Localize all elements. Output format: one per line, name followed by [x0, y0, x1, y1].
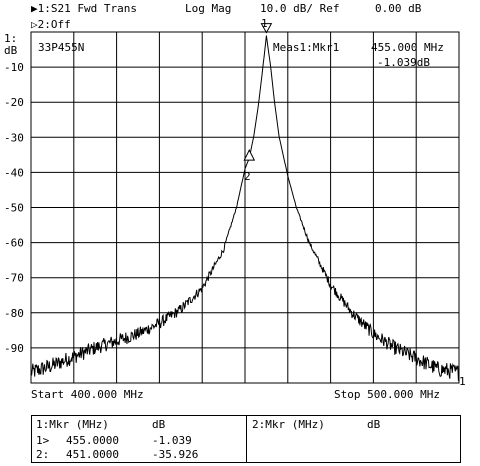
- meas-freq: 455.000 MHz: [371, 41, 444, 54]
- row1-db: -1.039: [152, 434, 192, 447]
- plot-area: -10 -20 -30 -40 -50 -60 -70 -80 -90: [4, 23, 460, 384]
- scale-label: 10.0 dB/ Ref: [260, 2, 340, 15]
- trace1-label[interactable]: ▶1:S21 Fwd Trans: [31, 2, 137, 15]
- start-label: Start 400.000 MHz: [31, 388, 144, 401]
- y-tick-label: -90: [4, 342, 24, 355]
- y-unit-top: 1:: [4, 32, 18, 45]
- y-tick-label: -30: [4, 131, 24, 144]
- marker-table: 1:Mkr (MHz) dB 2:Mkr (MHz) dB 1> 455.000…: [31, 415, 461, 463]
- row2-freq: 451.0000: [66, 448, 119, 461]
- y-tick-label: -40: [4, 166, 24, 179]
- trace-line: [30, 35, 460, 382]
- right-header-db: dB: [367, 418, 381, 431]
- row2-db: -35.926: [152, 448, 199, 461]
- y-tick-label: -50: [4, 202, 24, 215]
- marker1-label: 1: [261, 17, 268, 30]
- marker-1-icon[interactable]: [260, 23, 273, 34]
- row1-freq: 455.0000: [66, 434, 119, 447]
- edge-label: 1: [459, 375, 466, 388]
- marker-2-icon[interactable]: [243, 148, 256, 161]
- y-tick-label: -20: [4, 96, 24, 109]
- format-label: Log Mag: [185, 2, 232, 15]
- y-tick-label: -10: [4, 61, 24, 74]
- device-label: 33P455N: [38, 41, 85, 54]
- left-header-freq: 1:Mkr (MHz): [36, 418, 109, 431]
- marker2-label: 2: [244, 170, 251, 183]
- plot-grid: [30, 31, 460, 384]
- row1-idx: 1>: [36, 434, 50, 447]
- y-unit: dB: [4, 44, 18, 57]
- y-tick-label: -70: [4, 272, 24, 285]
- trace2-label[interactable]: ▷2:Off: [31, 18, 71, 31]
- y-tick-label: -60: [4, 237, 24, 250]
- ref-label: 0.00 dB: [375, 2, 422, 15]
- meas-value: -1.039dB: [377, 56, 430, 69]
- row2-idx: 2:: [36, 448, 50, 461]
- meas-label: Meas1:Mkr1: [273, 41, 340, 54]
- y-tick-label: -80: [4, 307, 24, 320]
- markers: [243, 23, 273, 161]
- left-header-db: dB: [152, 418, 166, 431]
- right-header-freq: 2:Mkr (MHz): [252, 418, 325, 431]
- stop-label: Stop 500.000 MHz: [334, 388, 440, 401]
- table-divider: [246, 416, 247, 462]
- y-tick-labels: -10 -20 -30 -40 -50 -60 -70 -80 -90: [4, 61, 24, 355]
